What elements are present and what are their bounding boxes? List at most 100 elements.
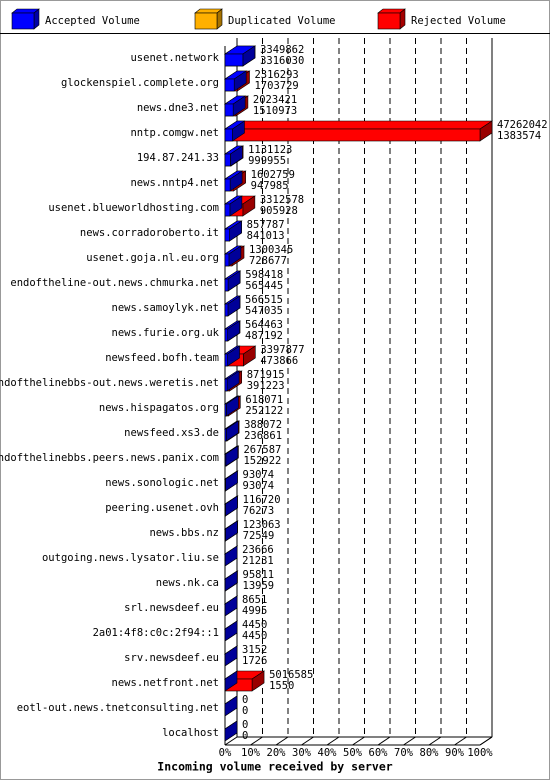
bar bbox=[224, 120, 246, 142]
y-tick-label: eotl-out.news.tnetconsulting.net bbox=[17, 702, 219, 714]
value-label: 391223 bbox=[247, 380, 285, 392]
y-tick-label: srl.newsdeef.eu bbox=[124, 602, 219, 614]
value-label: 871915 bbox=[247, 369, 285, 381]
tick-mark bbox=[377, 736, 391, 746]
y-tick-label: usenet.goja.nl.eu.org bbox=[86, 252, 219, 264]
bar-front bbox=[224, 153, 231, 167]
bar bbox=[224, 470, 239, 492]
y-tick-label: news.corradoroberto.it bbox=[80, 227, 219, 239]
swatch-front bbox=[377, 12, 401, 30]
value-label: 4450 bbox=[242, 619, 267, 631]
bar-front bbox=[224, 303, 229, 317]
value-label: 388072 bbox=[244, 419, 282, 431]
value-label: 905928 bbox=[260, 205, 298, 217]
bar bbox=[224, 570, 239, 592]
x-tick-label: 40% bbox=[318, 747, 338, 759]
bar bbox=[224, 420, 240, 442]
bar bbox=[224, 145, 244, 167]
value-label: 8651 bbox=[242, 594, 267, 606]
value-label: 1383574 bbox=[497, 130, 541, 142]
y-tick-label: news.furie.org.uk bbox=[112, 327, 220, 339]
y-tick-label: outgoing.news.lysator.liu.se bbox=[42, 552, 219, 564]
legend-label: Rejected Volume bbox=[411, 15, 506, 27]
bar bbox=[224, 595, 239, 617]
value-label: 0 bbox=[242, 730, 248, 742]
y-tick-label: 2a01:4f8:c0c:2f94::1 bbox=[93, 627, 219, 639]
bar bbox=[224, 195, 243, 217]
x-tick-label: 30% bbox=[292, 747, 312, 759]
value-label: 487192 bbox=[245, 330, 283, 342]
y-tick-label: nntp.comgw.net bbox=[130, 127, 219, 139]
legend-swatch bbox=[11, 8, 40, 30]
y-tick-label: peering.usenet.ovh bbox=[105, 502, 219, 514]
bar-front bbox=[224, 353, 228, 367]
bar-front bbox=[224, 428, 227, 442]
value-label: 3312578 bbox=[260, 194, 304, 206]
bar-front bbox=[224, 378, 228, 392]
value-label: 93074 bbox=[243, 469, 275, 481]
y-tick-label: news.nntp4.net bbox=[130, 177, 219, 189]
bar-top bbox=[224, 120, 493, 130]
value-label: 2023421 bbox=[253, 94, 297, 106]
tick-mark bbox=[224, 736, 238, 746]
bar bbox=[224, 545, 239, 567]
bar bbox=[224, 220, 243, 242]
y-tick-label: endofthelinebbs-out.news.weretis.net bbox=[0, 377, 219, 389]
x-tick-label: 10% bbox=[241, 747, 261, 759]
tick-mark bbox=[275, 736, 289, 746]
y-tick-label: news.netfront.net bbox=[112, 677, 219, 689]
value-label: 3349862 bbox=[260, 44, 304, 56]
value-label: 267587 bbox=[243, 444, 281, 456]
bar-front bbox=[224, 103, 234, 117]
value-label: 2316293 bbox=[254, 69, 298, 81]
value-label: 236861 bbox=[244, 430, 282, 442]
value-label: 1726 bbox=[242, 655, 267, 667]
value-label: 1550 bbox=[269, 680, 294, 692]
bar bbox=[224, 645, 239, 667]
value-label: 23666 bbox=[242, 544, 274, 556]
value-label: 1510973 bbox=[253, 105, 297, 117]
tick-mark bbox=[326, 736, 340, 746]
bar bbox=[224, 520, 239, 542]
value-label: 1300345 bbox=[249, 244, 293, 256]
value-label: 4995 bbox=[242, 605, 267, 617]
value-label: 95811 bbox=[243, 569, 275, 581]
bar bbox=[224, 245, 242, 267]
value-label: 21231 bbox=[242, 555, 274, 567]
y-tick-label: newsfeed.bofh.team bbox=[105, 352, 219, 364]
value-label: 3152 bbox=[242, 644, 267, 656]
x-tick-label: 90% bbox=[445, 747, 465, 759]
value-label: 547035 bbox=[245, 305, 283, 317]
value-label: 473866 bbox=[260, 355, 298, 367]
value-label: 123063 bbox=[243, 519, 281, 531]
y-tick-label: usenet.network bbox=[130, 52, 219, 64]
x-tick-label: 100% bbox=[467, 747, 493, 759]
legend-swatch bbox=[377, 8, 406, 30]
swatch-front bbox=[194, 12, 218, 30]
bar-front bbox=[224, 128, 481, 142]
bar bbox=[224, 395, 240, 417]
bar bbox=[224, 120, 493, 142]
bar bbox=[224, 45, 256, 67]
legend-label: Accepted Volume bbox=[45, 15, 140, 27]
bar bbox=[224, 70, 248, 92]
y-tick-label: localhost bbox=[162, 727, 219, 739]
value-label: 565445 bbox=[245, 280, 283, 292]
value-label: 13959 bbox=[243, 580, 275, 592]
value-label: 1602759 bbox=[251, 169, 295, 181]
value-label: 564463 bbox=[245, 319, 283, 331]
bar bbox=[224, 295, 241, 317]
y-tick-label: news.nk.ca bbox=[156, 577, 219, 589]
bar-front bbox=[224, 203, 231, 217]
y-tick-label: news.bbs.nz bbox=[149, 527, 219, 539]
y-tick-label: news.dne3.net bbox=[137, 102, 219, 114]
value-label: 841013 bbox=[247, 230, 285, 242]
value-label: 566515 bbox=[245, 294, 283, 306]
bar-front bbox=[224, 53, 244, 67]
tick-mark bbox=[301, 736, 314, 746]
swatch-front bbox=[11, 12, 35, 30]
bar bbox=[224, 720, 238, 742]
bar bbox=[224, 95, 247, 117]
